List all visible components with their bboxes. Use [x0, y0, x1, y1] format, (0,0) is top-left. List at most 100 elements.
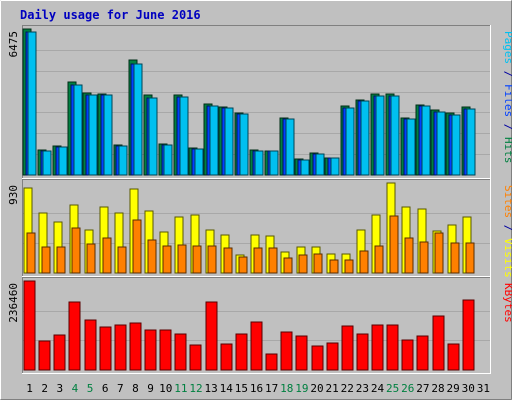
x-tick-label: 31 [477, 382, 490, 395]
bar-pages-day-21 [330, 157, 340, 176]
bar-pages-day-10 [163, 144, 173, 176]
x-tick-label: 16 [250, 382, 263, 395]
side-legend-sites: Sites [502, 185, 512, 218]
bar-kbytes-day-10 [159, 329, 172, 371]
bar-sites-day-19 [298, 254, 308, 274]
x-tick-label: 25 [386, 382, 399, 395]
bar-sites-day-22 [344, 259, 354, 274]
side-legend: KBytes [502, 283, 512, 323]
bar-kbytes-day-9 [144, 329, 157, 371]
bar-sites-day-29 [450, 242, 460, 274]
bar-pages-day-22 [345, 107, 355, 176]
bar-kbytes-day-19 [295, 335, 308, 371]
bars-sites-visits [23, 182, 475, 274]
x-tick-label: 10 [159, 382, 172, 395]
bar-pages-day-27 [421, 105, 431, 176]
x-tick-label: 13 [204, 382, 217, 395]
bar-kbytes-day-11 [174, 333, 187, 371]
side-legend-pages: Pages [502, 31, 512, 64]
bar-pages-day-5 [88, 94, 98, 176]
bar-sites-day-24 [374, 245, 384, 274]
x-tick-label: 5 [87, 382, 94, 395]
bar-kbytes-day-16 [250, 321, 263, 371]
bar-sites-day-30 [465, 242, 475, 274]
side-legend: Sites / Visits [502, 185, 512, 278]
x-tick-label: 20 [310, 382, 323, 395]
side-legend-/: / [502, 117, 512, 137]
bar-sites-day-10 [162, 245, 172, 274]
bar-kbytes-day-21 [326, 342, 339, 371]
bar-pages-day-15 [239, 113, 249, 176]
bar-sites-day-27 [419, 241, 429, 274]
bar-kbytes-day-8 [129, 322, 142, 371]
x-tick-label: 28 [431, 382, 444, 395]
x-tick-label: 17 [265, 382, 278, 395]
bar-pages-day-6 [103, 94, 113, 176]
x-tick-label: 9 [147, 382, 154, 395]
bar-pages-day-24 [375, 95, 385, 176]
x-tick-label: 21 [326, 382, 339, 395]
chart-title: Daily usage for June 2016 [20, 8, 201, 22]
y-max-label: 930 [7, 185, 20, 205]
bar-pages-day-7 [118, 145, 128, 176]
bar-sites-day-14 [223, 247, 233, 274]
side-legend-/: / [502, 218, 512, 238]
bars-pages-files-hits [22, 28, 476, 176]
bar-sites-day-4 [71, 227, 81, 274]
bar-sites-day-25 [389, 215, 399, 274]
x-tick-label: 11 [174, 382, 187, 395]
bar-pages-day-23 [360, 100, 370, 176]
x-tick-label: 12 [189, 382, 202, 395]
bar-pages-day-30 [466, 108, 476, 176]
bar-kbytes-day-24 [371, 324, 384, 371]
bar-sites-day-1 [26, 232, 36, 274]
panel-sites-visits: 930 Sites / Visits [7, 179, 512, 278]
bar-pages-day-13 [209, 105, 219, 176]
bar-kbytes-day-17 [265, 353, 278, 371]
bar-kbytes-day-23 [356, 333, 369, 371]
bar-sites-day-6 [102, 237, 112, 274]
bar-pages-day-29 [451, 114, 461, 176]
bar-sites-day-28 [434, 232, 444, 274]
bar-kbytes-day-5 [84, 319, 97, 371]
bar-kbytes-day-13 [205, 301, 218, 371]
x-tick-label: 23 [356, 382, 369, 395]
bar-sites-day-11 [177, 244, 187, 274]
bar-kbytes-day-4 [68, 301, 81, 371]
bar-pages-day-18 [285, 118, 295, 176]
x-tick-label: 8 [132, 382, 139, 395]
x-tick-label: 29 [447, 382, 460, 395]
bar-sites-day-26 [404, 237, 414, 274]
side-legend-files: Files [502, 84, 512, 117]
x-tick-label: 26 [401, 382, 414, 395]
bar-kbytes-day-26 [401, 339, 414, 371]
bar-pages-day-3 [58, 146, 68, 176]
bar-kbytes-day-15 [235, 333, 248, 371]
side-legend-hits: Hits [502, 137, 512, 164]
bar-kbytes-day-28 [432, 315, 445, 371]
x-tick-label: 4 [72, 382, 79, 395]
side-legend-visits: Visits [502, 238, 512, 278]
x-tick-label: 27 [416, 382, 429, 395]
bar-sites-day-16 [253, 247, 263, 274]
bar-sites-day-9 [147, 239, 157, 274]
bar-pages-day-17 [269, 150, 279, 176]
x-tick-label: 18 [280, 382, 293, 395]
bar-sites-day-20 [313, 253, 323, 274]
x-tick-label: 3 [57, 382, 64, 395]
bar-pages-day-1 [27, 31, 37, 176]
bar-sites-day-7 [117, 246, 127, 274]
bar-sites-day-2 [41, 246, 51, 274]
x-tick-label: 7 [117, 382, 124, 395]
bar-pages-day-9 [148, 97, 158, 176]
x-tick-label: 24 [371, 382, 385, 395]
x-tick-label: 1 [26, 382, 33, 395]
bar-kbytes-day-30 [462, 299, 475, 371]
bar-kbytes-day-6 [99, 326, 112, 371]
bar-kbytes-day-29 [447, 343, 460, 371]
bar-sites-day-13 [207, 245, 217, 274]
bar-kbytes-day-14 [220, 343, 233, 371]
x-tick-label: 19 [295, 382, 308, 395]
side-legend-/: / [502, 64, 512, 84]
